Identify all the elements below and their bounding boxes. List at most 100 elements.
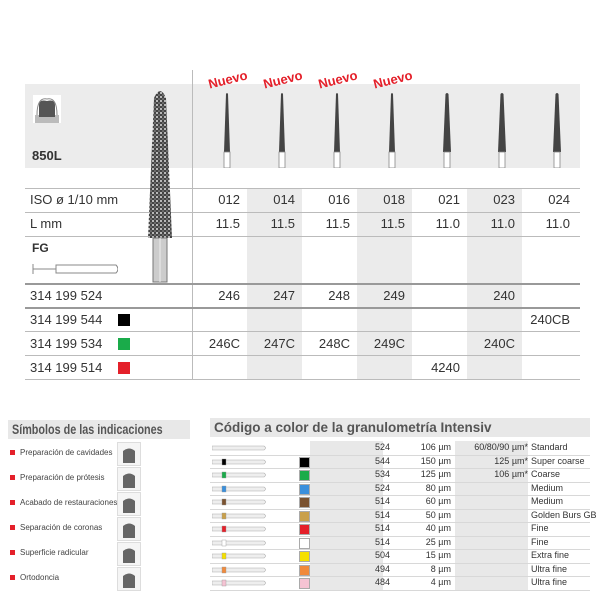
bur-shank-icon: [212, 539, 266, 546]
color-swatch: [299, 483, 310, 495]
grit-name: Medium: [531, 496, 564, 506]
catalog-number[interactable]: 248C: [318, 336, 350, 351]
grit-title: Código a color de la granulometría Inten…: [214, 420, 492, 435]
grit-code: 524: [374, 442, 390, 452]
product-image-panel: [25, 84, 580, 168]
bur-shank-icon: [212, 498, 266, 506]
color-swatch: [299, 551, 310, 562]
grit-row: 514 60 µm Medium: [210, 495, 590, 510]
grit-code: 514: [374, 536, 390, 547]
iso-label: ISO ø 1/10 mm: [30, 192, 119, 207]
grit-name: Standard: [531, 442, 568, 452]
catalog-number[interactable]: 249C: [373, 336, 405, 351]
bullet-icon: [10, 500, 15, 506]
color-swatch: [299, 510, 310, 522]
divider: [25, 236, 580, 237]
grit-row: 534 125 µm 106 µm* Coarse: [210, 468, 590, 483]
bur-shank-icon: [212, 471, 266, 479]
order-code: 314 199 534: [30, 336, 103, 351]
bullet-icon: [10, 550, 15, 556]
bullet-icon: [10, 450, 15, 456]
catalog-number[interactable]: 248: [328, 288, 350, 303]
iso-value: 014: [273, 192, 295, 207]
bur-shank-icon: [212, 458, 266, 465]
bur-shank-icon: [212, 525, 266, 533]
bur-shank-icon: [212, 485, 266, 492]
bur-image: [498, 93, 506, 168]
bur-shank-icon: [212, 552, 266, 560]
grit-name: Fine: [531, 523, 549, 533]
grit-size: 50 µm: [425, 509, 451, 520]
catalog-number[interactable]: 4240: [431, 360, 460, 375]
bur-shank-icon: [212, 579, 266, 587]
order-code: 314 199 544: [30, 312, 103, 327]
grit-code: 534: [374, 469, 390, 479]
color-swatch: [118, 338, 130, 350]
indication-item: Preparación de cavidades: [10, 446, 113, 460]
grit-name: Extra fine: [531, 550, 570, 560]
iso-value: 023: [493, 192, 515, 207]
catalog-number[interactable]: 246C: [208, 336, 240, 351]
indication-item: Preparación de prótesis: [10, 471, 105, 485]
bur-image: [278, 93, 286, 168]
grit-code: 524: [374, 482, 390, 493]
grit-code: 484: [374, 577, 390, 587]
indication-item: Separación de coronas: [10, 521, 102, 535]
iso-value: 018: [383, 192, 405, 207]
color-swatch: [118, 314, 130, 326]
indication-item: Ortodoncia: [10, 571, 59, 585]
divider: [25, 212, 580, 213]
grit-alt-size: 125 µm*: [494, 455, 528, 466]
grit-name: Golden Burs GB: [531, 509, 597, 520]
grit-size: 15 µm: [425, 550, 451, 560]
grit-code: 514: [374, 496, 390, 506]
grit-size: 40 µm: [425, 523, 451, 533]
grit-name: Ultra fine: [531, 577, 568, 587]
length-value: 11.5: [325, 216, 350, 231]
catalog-number[interactable]: 247C: [263, 336, 295, 351]
crown-separation-icon: [117, 517, 141, 541]
bur-large-image: [148, 91, 172, 283]
bullet-icon: [10, 575, 15, 581]
bur-image: [553, 93, 561, 168]
bur-image: [388, 93, 396, 168]
grit-row: 484 4 µm Ultra fine: [210, 576, 590, 591]
catalog-number[interactable]: 246: [218, 288, 240, 303]
length-value: 11.0: [490, 216, 515, 231]
divider: [25, 379, 580, 380]
divider: [25, 188, 580, 189]
color-swatch: [118, 362, 130, 374]
divider: [25, 307, 580, 309]
iso-value: 021: [438, 192, 460, 207]
column-shade: [455, 441, 528, 590]
iso-value: 024: [548, 192, 570, 207]
cavity-preparation-icon: [117, 442, 141, 466]
bur-image: [223, 93, 231, 168]
grit-size: 106 µm: [420, 442, 451, 452]
product-name: 850L: [32, 148, 62, 163]
catalog-number[interactable]: 240: [493, 288, 515, 303]
bur-shank-icon: [212, 566, 266, 573]
grit-size: 80 µm: [425, 482, 451, 493]
color-swatch: [299, 470, 310, 481]
grit-title-bar: [210, 418, 590, 437]
grit-size: 150 µm: [420, 455, 451, 466]
catalog-number[interactable]: 240C: [483, 336, 515, 351]
divider: [25, 355, 580, 356]
grit-code: 494: [374, 563, 390, 574]
grit-name: Ultra fine: [531, 563, 568, 574]
grit-row: 524 106 µm 60/80/90 µm* Standard: [210, 441, 590, 456]
length-value: 11.5: [270, 216, 295, 231]
grit-size: 4 µm: [430, 577, 451, 587]
grit-name: Coarse: [531, 469, 561, 479]
grit-row: 514 50 µm Golden Burs GB: [210, 509, 597, 523]
color-swatch: [299, 564, 310, 576]
catalog-number[interactable]: 249: [383, 288, 405, 303]
catalog-number[interactable]: 247: [273, 288, 295, 303]
bullet-icon: [10, 475, 15, 481]
grit-size: 125 µm: [420, 469, 451, 479]
catalog-number[interactable]: 240CB: [530, 312, 570, 327]
length-value: 11.5: [215, 216, 240, 231]
color-swatch: [299, 537, 310, 549]
grit-name: Super coarse: [531, 455, 585, 466]
